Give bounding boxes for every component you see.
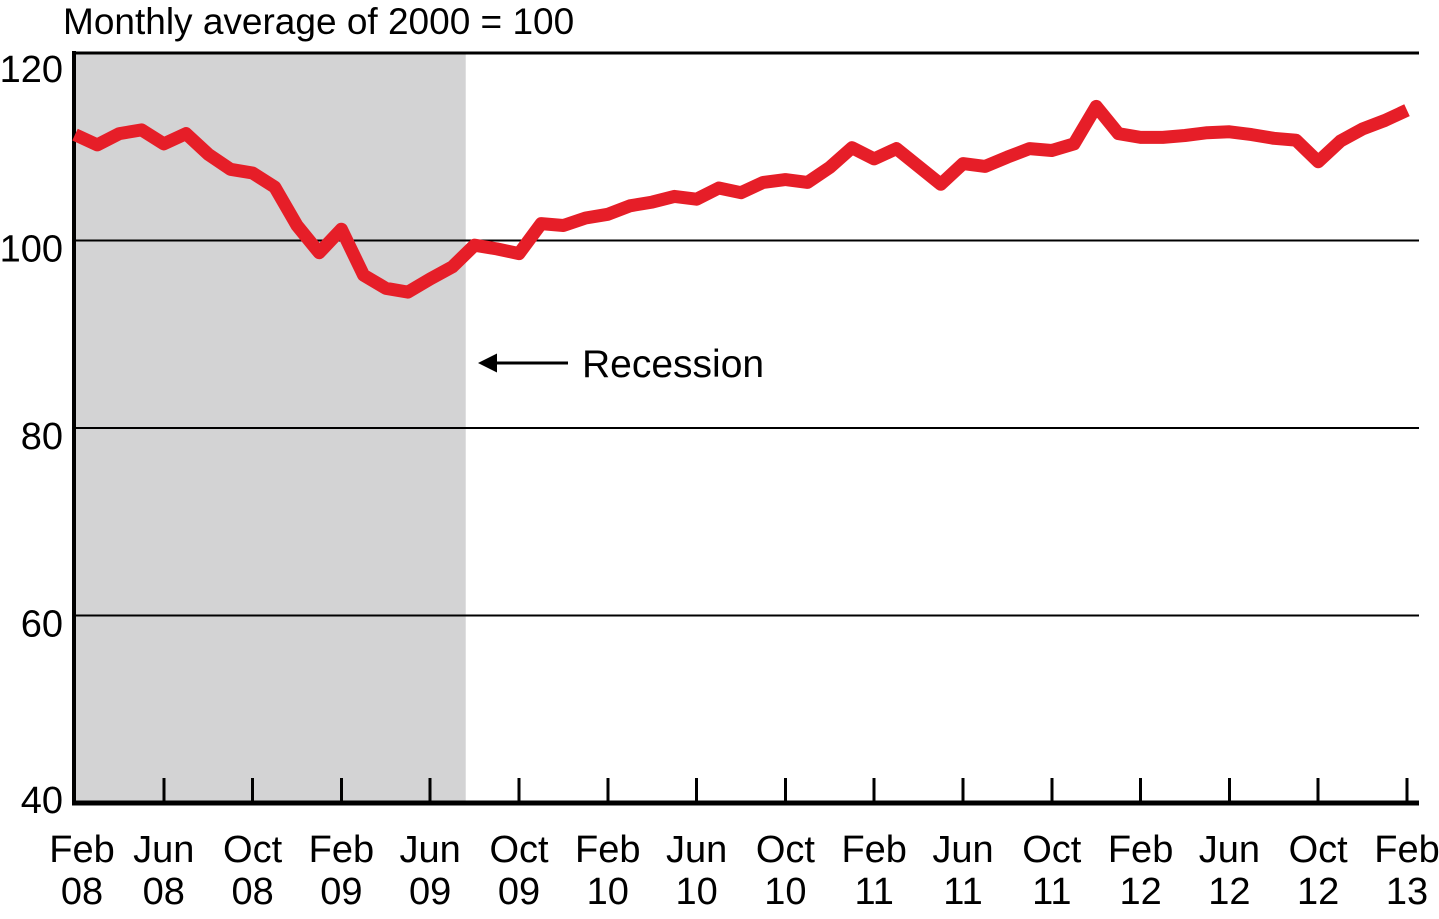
y-tick-labels: 120 100 80 60 40 [0,49,63,822]
x-tick-label-year: 09 [498,871,540,913]
y-tick-label: 40 [21,780,63,822]
x-tick-label-year: 09 [409,871,451,913]
x-ticks-layer [162,778,1409,803]
x-tick-label-year: 09 [320,871,362,913]
x-tick-label-month: Jun [932,829,993,871]
x-tick-label-month: Oct [756,829,816,871]
data-line [72,99,1410,299]
x-tick-label-year: 13 [1386,871,1428,913]
x-tick-label-month: Feb [309,829,374,871]
left-arrow-icon [478,353,497,373]
x-tick-label-year: 08 [143,871,185,913]
x-tick-label-year: 08 [231,871,273,913]
x-tick-label-year: 08 [61,871,103,913]
x-tick-label-month: Jun [400,829,461,871]
x-tick-label-month: Feb [575,829,640,871]
x-tick-label-year: 11 [1032,871,1071,913]
recession-annotation: Recession [478,343,764,386]
x-tick-label-month: Jun [133,829,194,871]
x-tick-label-month: Feb [841,829,906,871]
x-tick-label-month: Oct [223,829,283,871]
y-tick-label: 120 [0,49,63,91]
y-tick-label: 60 [21,604,63,646]
x-tick-label-year: 12 [1297,871,1339,913]
x-tick-label-year: 10 [764,871,806,913]
x-tick-label-year: 11 [943,871,982,913]
x-tick-label-month: Feb [1108,829,1173,871]
y-tick-label: 100 [0,229,63,271]
x-tick-label-month: Oct [489,829,549,871]
x-tick-label-year: 10 [675,871,717,913]
data-line-layer [72,99,1410,299]
x-tick-label-month: Jun [666,829,727,871]
x-tick-label-year: 12 [1208,871,1250,913]
x-tick-label-year: 11 [854,871,893,913]
x-tick-labels: Feb08Jun08Oct08Feb09Jun09Oct09Feb10Jun10… [49,829,1439,913]
recession-label: Recession [582,343,764,386]
x-tick-label-month: Oct [1022,829,1082,871]
axes-layer [72,51,1419,806]
x-tick-label-month: Oct [1289,829,1349,871]
x-tick-label-month: Feb [1374,829,1439,871]
x-tick-label-year: 10 [587,871,629,913]
gridlines-layer [74,239,1419,617]
x-tick-label-month: Feb [49,829,114,871]
x-tick-label-year: 12 [1119,871,1161,913]
y-tick-label: 80 [21,416,63,458]
x-tick-label-month: Jun [1199,829,1260,871]
chart-title: Monthly average of 2000 = 100 [63,1,574,42]
